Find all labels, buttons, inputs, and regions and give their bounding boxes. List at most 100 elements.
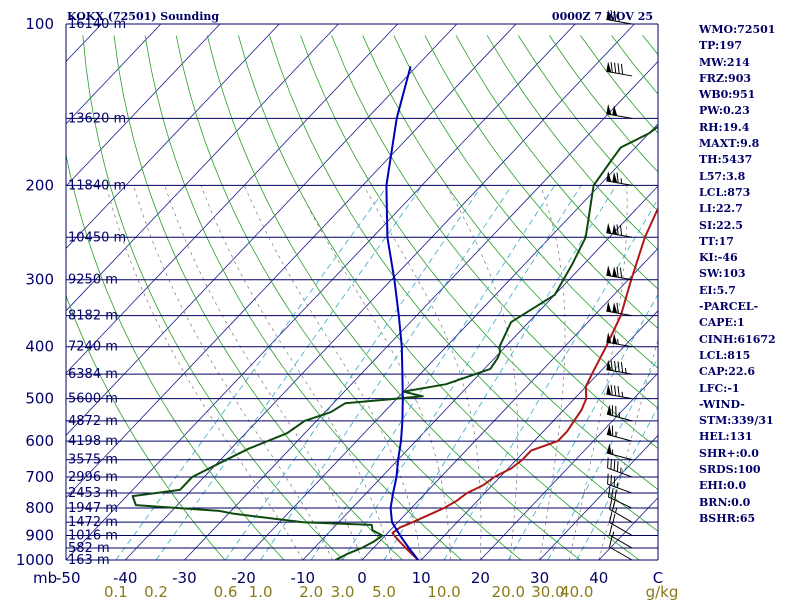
index-item: RH:19.4 — [699, 120, 750, 134]
dry-adiabat-line — [66, 294, 226, 560]
wind-barb — [606, 170, 633, 186]
sounding-indices-panel: WMO:72501 TP:197 MW:214 FRZ:903 WB0:951 PW:0.… — [699, 22, 776, 527]
pressure-tick-label: 600 — [25, 432, 54, 450]
mixing-ratio-line — [310, 185, 556, 560]
temperature-tick-label: 40 — [589, 569, 608, 587]
temperature-tick-label: -10 — [291, 569, 316, 587]
moist-adiabat-line — [164, 185, 363, 560]
moist-adiabat-line — [133, 185, 333, 560]
isotherm-line — [480, 372, 658, 560]
index-item: CINH:61672 — [699, 332, 776, 346]
wind-barb — [608, 524, 633, 549]
dry-adiabat-line — [66, 152, 285, 560]
index-item: TT:17 — [699, 234, 734, 248]
moist-adiabat-line — [598, 337, 658, 560]
wind-barb — [608, 536, 633, 561]
wind-barb — [608, 512, 633, 536]
mixing-ratio-line — [225, 185, 483, 560]
mixing-ratio-unit-label: g/kg — [646, 583, 679, 600]
temperature-unit-label: C — [653, 569, 663, 587]
wind-barbs — [606, 9, 633, 561]
index-item: TH:5437 — [699, 153, 753, 167]
height-label: 10450 m — [68, 230, 126, 245]
height-label: 6384 m — [68, 367, 118, 382]
isotherm-line — [361, 247, 658, 560]
pressure-tick-label: 100 — [25, 15, 54, 33]
wind-barb — [606, 222, 633, 238]
moist-adiabat-line — [243, 185, 422, 560]
pressure-tick-label: 200 — [25, 176, 54, 194]
isotherm-line — [66, 24, 339, 312]
index-item: STM:339/31 — [699, 414, 774, 428]
moist-adiabat-line — [568, 185, 628, 560]
wind-barb — [606, 443, 633, 461]
mixing-ratio-tick-label: 0.2 — [144, 583, 168, 600]
moist-adiabat-line — [539, 185, 566, 560]
mixing-ratio-tick-label: 5.0 — [372, 583, 396, 600]
index-item: LCL:815 — [699, 348, 751, 362]
height-label: 1472 m — [68, 515, 118, 530]
dry-adiabat-line — [269, 35, 658, 532]
mixing-ratio-line — [508, 293, 658, 560]
isotherm-line — [66, 24, 162, 125]
wind-barb — [606, 9, 633, 25]
dry-adiabat-line — [82, 35, 344, 560]
mixing-ratio-tick-label: 0.6 — [214, 583, 238, 600]
index-item: L57:3.8 — [699, 169, 746, 183]
wind-barb — [607, 457, 633, 478]
height-label: 4872 m — [68, 414, 118, 429]
index-item: FRZ:903 — [699, 71, 752, 85]
isotherm-line — [66, 24, 458, 436]
wind-barb — [606, 359, 633, 375]
wind-barb — [608, 498, 633, 523]
pressure-tick-label: 700 — [25, 468, 54, 486]
height-label: 3575 m — [68, 453, 118, 468]
index-item: CAPE:1 — [699, 316, 745, 330]
index-item: LFC:-1 — [699, 381, 740, 395]
dry-adiabat-line — [424, 35, 658, 329]
wind-barb — [606, 332, 633, 348]
index-item: KI:-46 — [699, 251, 738, 265]
pressure-tick-label: 400 — [25, 338, 54, 356]
index-item: LI:22.7 — [699, 202, 743, 216]
mixing-ratio-line — [155, 185, 423, 560]
height-label: 16140 m — [68, 17, 126, 32]
wind-barb — [606, 301, 633, 317]
height-label: 8182 m — [68, 309, 118, 324]
chart-title-station: KOKX (72501) Sounding — [67, 10, 219, 23]
height-label: 11840 m — [68, 178, 126, 193]
wind-barb — [607, 486, 633, 509]
index-item: TP:197 — [699, 39, 743, 53]
temperature-tick-label: 20 — [471, 569, 490, 587]
mixing-ratio-line — [342, 185, 582, 560]
height-label: 1947 m — [68, 501, 118, 516]
dry-adiabat-line — [486, 35, 658, 251]
index-item: HEL:131 — [699, 430, 753, 444]
dry-adiabat-line — [113, 35, 404, 560]
temperature-tick-label: -40 — [113, 569, 138, 587]
temperature-tick-label: 30 — [530, 569, 549, 587]
isotherm-line — [66, 24, 280, 250]
index-item: PW:0.23 — [699, 104, 750, 118]
isotherm-line — [243, 123, 658, 560]
index-item: SI:22.5 — [699, 218, 743, 232]
index-item: EHI:0.0 — [699, 479, 747, 493]
wind-barb — [606, 404, 633, 422]
mixing-ratio-tick-label: 20.0 — [492, 583, 525, 600]
height-label: 4198 m — [68, 434, 118, 449]
isotherm-line — [66, 24, 221, 187]
mixing-ratio-tick-label: 2.0 — [299, 583, 323, 600]
wind-barb — [606, 104, 633, 119]
dry-adiabat-line — [455, 35, 658, 290]
moist-adiabat-line — [200, 185, 392, 560]
temperature-tick-label: 0 — [357, 569, 367, 587]
wind-barb — [606, 424, 633, 442]
index-item: MW:214 — [699, 55, 750, 69]
dry-adiabat-line — [393, 35, 658, 369]
index-item: BSHR:65 — [699, 511, 756, 525]
mixing-ratio-line — [115, 185, 389, 560]
mixing-ratio-tick-label: 40.0 — [560, 583, 593, 600]
isotherm-line — [66, 24, 517, 499]
